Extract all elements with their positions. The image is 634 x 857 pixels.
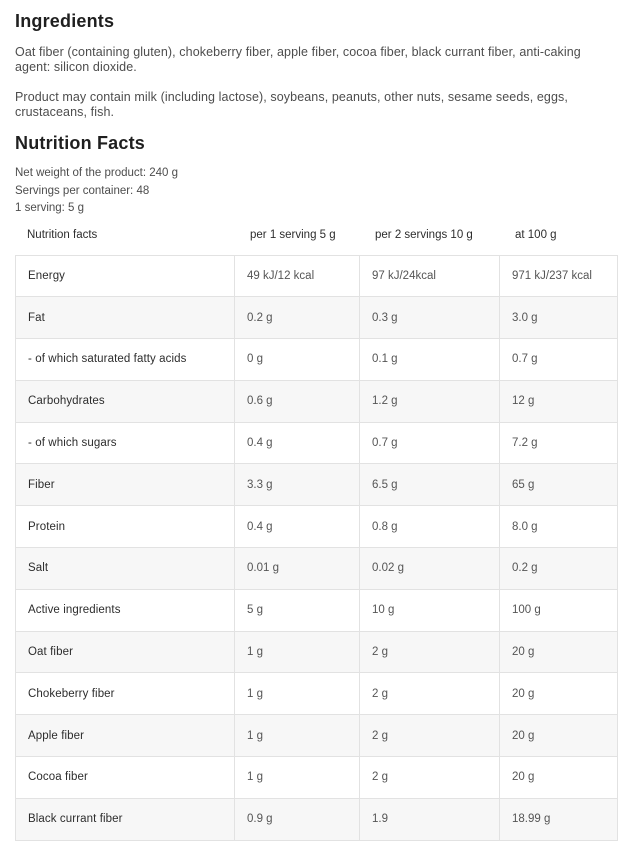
row-label: - of which saturated fatty acids bbox=[15, 338, 235, 381]
row-label: Salt bbox=[15, 547, 235, 590]
row-value: 20 g bbox=[499, 630, 618, 674]
row-label: Cocoa fiber bbox=[15, 756, 235, 799]
column-header-per-2-servings: per 2 servings 10 g bbox=[375, 228, 473, 241]
row-value: 2 g bbox=[359, 630, 500, 674]
nutrition-table: Energy 49 kJ/12 kcal 97 kJ/24kcal 971 kJ/23… bbox=[15, 254, 618, 841]
row-value: 0.7 g bbox=[359, 421, 500, 465]
row-value: 97 kJ/24kcal bbox=[359, 254, 500, 298]
row-label: - of which sugars bbox=[15, 421, 235, 465]
table-row: Fiber 3.3 g 6.5 g 65 g bbox=[15, 463, 618, 507]
row-value: 20 g bbox=[499, 672, 618, 716]
row-value: 1 g bbox=[234, 714, 360, 758]
row-label: Chokeberry fiber bbox=[15, 672, 235, 716]
row-value: 1.2 g bbox=[359, 379, 500, 423]
nutrition-facts-title: Nutrition Facts bbox=[15, 133, 146, 153]
row-value: 2 g bbox=[359, 672, 500, 716]
row-value: 3.0 g bbox=[499, 296, 618, 340]
row-value: 10 g bbox=[359, 588, 500, 632]
row-label: Fat bbox=[15, 296, 235, 340]
row-value: 0.9 g bbox=[234, 797, 360, 841]
row-value: 0.8 g bbox=[359, 505, 500, 549]
ingredients-title: Ingredients bbox=[15, 11, 115, 31]
net-weight-text: Net weight of the product: 240 g bbox=[15, 167, 179, 179]
row-value: 0.4 g bbox=[234, 421, 360, 465]
row-label: Active ingredients bbox=[15, 588, 235, 632]
row-value: 5 g bbox=[234, 588, 360, 632]
table-row: Salt 0.01 g 0.02 g 0.2 g bbox=[15, 547, 618, 590]
column-header-nutrition-facts: Nutrition facts bbox=[27, 228, 98, 241]
row-label: Energy bbox=[15, 254, 235, 298]
row-value: 0.7 g bbox=[499, 338, 618, 381]
row-label: Carbohydrates bbox=[15, 379, 235, 423]
table-row: - of which saturated fatty acids 0 g 0.1 g… bbox=[15, 338, 618, 381]
row-label: Oat fiber bbox=[15, 630, 235, 674]
table-row: Active ingredients 5 g 10 g 100 g bbox=[15, 588, 618, 632]
row-label: Fiber bbox=[15, 463, 235, 507]
row-value: 6.5 g bbox=[359, 463, 500, 507]
table-row: Fat 0.2 g 0.3 g 3.0 g bbox=[15, 296, 618, 340]
table-row: - of which sugars 0.4 g 0.7 g 7.2 g bbox=[15, 421, 618, 465]
row-value: 2 g bbox=[359, 756, 500, 799]
row-label: Apple fiber bbox=[15, 714, 235, 758]
row-value: 1.9 bbox=[359, 797, 500, 841]
row-value: 8.0 g bbox=[499, 505, 618, 549]
table-row: Carbohydrates 0.6 g 1.2 g 12 g bbox=[15, 379, 618, 423]
row-label: Black currant fiber bbox=[15, 797, 235, 841]
row-value: 18.99 g bbox=[499, 797, 618, 841]
row-value: 1 g bbox=[234, 672, 360, 716]
row-value: 1 g bbox=[234, 630, 360, 674]
row-value: 0.6 g bbox=[234, 379, 360, 423]
row-value: 0.1 g bbox=[359, 338, 500, 381]
row-value: 971 kJ/237 kcal bbox=[499, 254, 618, 298]
row-value: 0.3 g bbox=[359, 296, 500, 340]
allergen-text: Product may contain milk (including lact… bbox=[15, 90, 568, 119]
row-value: 20 g bbox=[499, 714, 618, 758]
column-header-at-100g: at 100 g bbox=[515, 228, 557, 241]
column-header-per-1-serving: per 1 serving 5 g bbox=[250, 228, 336, 241]
row-value: 0 g bbox=[234, 338, 360, 381]
row-value: 0.01 g bbox=[234, 547, 360, 590]
nutrition-table-header: Nutrition facts per 1 serving 5 g per 2 … bbox=[15, 228, 618, 243]
row-label: Protein bbox=[15, 505, 235, 549]
row-value: 0.4 g bbox=[234, 505, 360, 549]
row-value: 7.2 g bbox=[499, 421, 618, 465]
row-value: 100 g bbox=[499, 588, 618, 632]
table-row: Energy 49 kJ/12 kcal 97 kJ/24kcal 971 kJ/23… bbox=[15, 254, 618, 298]
ingredients-text: Oat fiber (containing gluten), chokeberr… bbox=[15, 45, 581, 74]
row-value: 49 kJ/12 kcal bbox=[234, 254, 360, 298]
row-value: 1 g bbox=[234, 756, 360, 799]
row-value: 2 g bbox=[359, 714, 500, 758]
serving-meta: Net weight of the product: 240 g Serving… bbox=[15, 165, 618, 218]
row-value: 3.3 g bbox=[234, 463, 360, 507]
serving-size-text: 1 serving: 5 g bbox=[15, 202, 85, 214]
row-value: 0.2 g bbox=[499, 547, 618, 590]
servings-per-container-text: Servings per container: 48 bbox=[15, 184, 150, 197]
table-row: Protein 0.4 g 0.8 g 8.0 g bbox=[15, 505, 618, 549]
nutrition-table-body: Energy 49 kJ/12 kcal 97 kJ/24kcal 971 kJ/23… bbox=[15, 254, 618, 841]
row-value: 0.2 g bbox=[234, 296, 360, 340]
row-value: 20 g bbox=[499, 756, 618, 799]
row-value: 65 g bbox=[499, 463, 618, 507]
row-value: 12 g bbox=[499, 379, 618, 423]
row-value: 0.02 g bbox=[359, 547, 500, 590]
table-row: Black currant fiber 0.9 g 1.9 18.99 g bbox=[15, 797, 618, 841]
